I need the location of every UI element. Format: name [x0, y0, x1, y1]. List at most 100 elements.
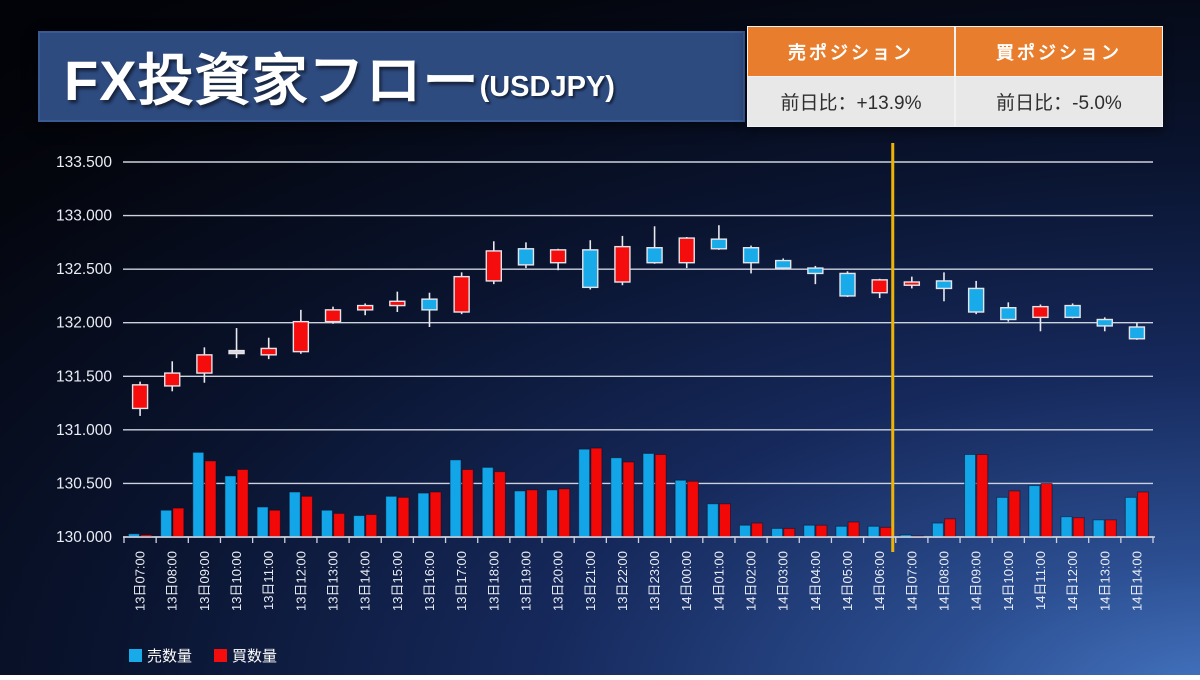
- candle-body: [646, 247, 663, 264]
- legend-item-buy: 買数量: [214, 645, 277, 666]
- buy-volume-bar: [847, 521, 860, 538]
- sell-volume-bar: [642, 452, 655, 538]
- buy-volume-bar: [944, 518, 957, 538]
- candle-body: [967, 287, 985, 313]
- buy-volume-bar: [558, 488, 571, 538]
- buy-volume-bar: [686, 480, 699, 538]
- candle-body: [131, 384, 149, 410]
- x-axis-label: 13日12:00: [293, 551, 308, 611]
- sell-volume-bar: [481, 466, 494, 538]
- y-axis-label: 131.000: [56, 422, 112, 439]
- x-axis-label: 14日02:00: [744, 551, 759, 611]
- legend-sell-label: 売数量: [147, 648, 193, 665]
- buy-volume-bar: [976, 454, 989, 538]
- y-axis-label: 131.500: [56, 368, 112, 385]
- positions-table: 売ポジション 前日比：+13.9% 買ポジション 前日比：-5.0%: [747, 26, 1163, 127]
- candle-body: [678, 237, 695, 264]
- x-axis-label: 14日12:00: [1065, 551, 1080, 611]
- sell-volume-bar: [417, 492, 430, 538]
- x-axis-label: 13日07:00: [133, 551, 148, 611]
- buy-swatch-icon: [214, 649, 228, 662]
- candle-body: [485, 250, 502, 282]
- sell-volume-bar: [353, 515, 366, 538]
- x-axis-label: 14日08:00: [936, 551, 951, 611]
- sell-volume-bar: [1028, 485, 1041, 538]
- sell-volume-bar: [738, 524, 751, 538]
- x-axis-label: 13日23:00: [647, 551, 662, 611]
- x-axis-label: 14日14:00: [1129, 551, 1144, 611]
- sell-volume-bar: [1060, 516, 1073, 538]
- sell-volume-bar: [964, 454, 977, 538]
- candle-body: [1032, 305, 1049, 319]
- sell-volume-bar: [288, 491, 301, 538]
- buy-volume-bar: [718, 503, 731, 538]
- y-axis-label: 133.000: [56, 208, 112, 225]
- legend-buy-label: 買数量: [232, 648, 278, 665]
- candle-body: [710, 238, 728, 250]
- candle-body: [1096, 318, 1113, 327]
- buy-volume-bar: [526, 489, 539, 538]
- candle-body: [517, 248, 535, 266]
- candle-body: [807, 267, 824, 275]
- x-axis-label: 14日10:00: [1001, 551, 1016, 611]
- y-axis-label: 133.500: [56, 154, 112, 171]
- sell-volume-bar: [320, 509, 333, 538]
- buy-volume-bar: [172, 507, 185, 538]
- buy-volume-bar: [365, 514, 378, 538]
- x-axis-label: 13日20:00: [551, 551, 566, 611]
- candle-body: [871, 279, 888, 294]
- x-axis-label: 14日13:00: [1097, 551, 1112, 611]
- x-axis-label: 13日17:00: [454, 551, 469, 611]
- x-axis-label: 13日09:00: [197, 551, 212, 611]
- x-axis-label: 14日03:00: [776, 551, 791, 611]
- x-axis-label: 14日04:00: [808, 551, 823, 611]
- buy-volume-bar: [204, 460, 217, 538]
- buy-volume-bar: [1040, 482, 1053, 538]
- buy-volume-bar: [590, 447, 603, 538]
- title-pair-text: (USDJPY): [479, 71, 615, 103]
- buy-volume-bar: [879, 526, 892, 538]
- buy-position-value: 前日比：-5.0%: [955, 76, 1163, 127]
- buy-volume-bar: [783, 527, 796, 538]
- candle-body: [775, 259, 792, 269]
- y-axis-label: 130.500: [56, 475, 112, 492]
- candle-body: [324, 309, 342, 323]
- buy-position-column: 買ポジション 前日比：-5.0%: [955, 26, 1163, 127]
- candle-body: [228, 349, 245, 355]
- buy-volume-bar: [1008, 490, 1021, 538]
- sell-volume-bar: [192, 451, 205, 538]
- sell-volume-bar: [1124, 496, 1137, 538]
- buy-volume-bar: [493, 471, 506, 538]
- buy-volume-bar: [622, 461, 635, 538]
- buy-volume-bar: [815, 524, 828, 538]
- x-axis-label: 13日19:00: [518, 551, 533, 611]
- x-axis-label: 13日08:00: [165, 551, 180, 611]
- buy-volume-bar: [461, 469, 474, 538]
- sell-volume-bar: [513, 490, 526, 538]
- x-axis-label: 14日05:00: [840, 551, 855, 611]
- buy-volume-bar: [751, 522, 764, 538]
- sell-volume-bar: [224, 475, 237, 538]
- sell-volume-bar: [160, 509, 173, 538]
- candle-body: [1000, 307, 1017, 321]
- x-axis-label: 14日07:00: [904, 551, 919, 611]
- x-axis-label: 13日13:00: [326, 551, 341, 611]
- legend-item-sell: 売数量: [129, 645, 192, 666]
- candle-body: [260, 347, 277, 356]
- candle-body: [389, 300, 406, 307]
- sell-volume-bar: [931, 522, 944, 538]
- x-axis-label: 14日09:00: [969, 551, 984, 611]
- candle-body: [1128, 326, 1146, 340]
- x-axis-label: 13日16:00: [422, 551, 437, 611]
- sell-volume-bar: [546, 489, 559, 538]
- buy-volume-bar: [1072, 517, 1085, 538]
- y-axis-label: 132.000: [56, 315, 112, 332]
- candle-body: [164, 372, 181, 387]
- candle-body: [421, 298, 438, 311]
- sell-position-column: 売ポジション 前日比：+13.9%: [747, 26, 955, 127]
- sell-volume-bar: [1092, 519, 1105, 538]
- buy-volume-bar: [333, 512, 346, 538]
- candle-body: [453, 275, 470, 313]
- x-axis-label: 14日01:00: [711, 551, 726, 611]
